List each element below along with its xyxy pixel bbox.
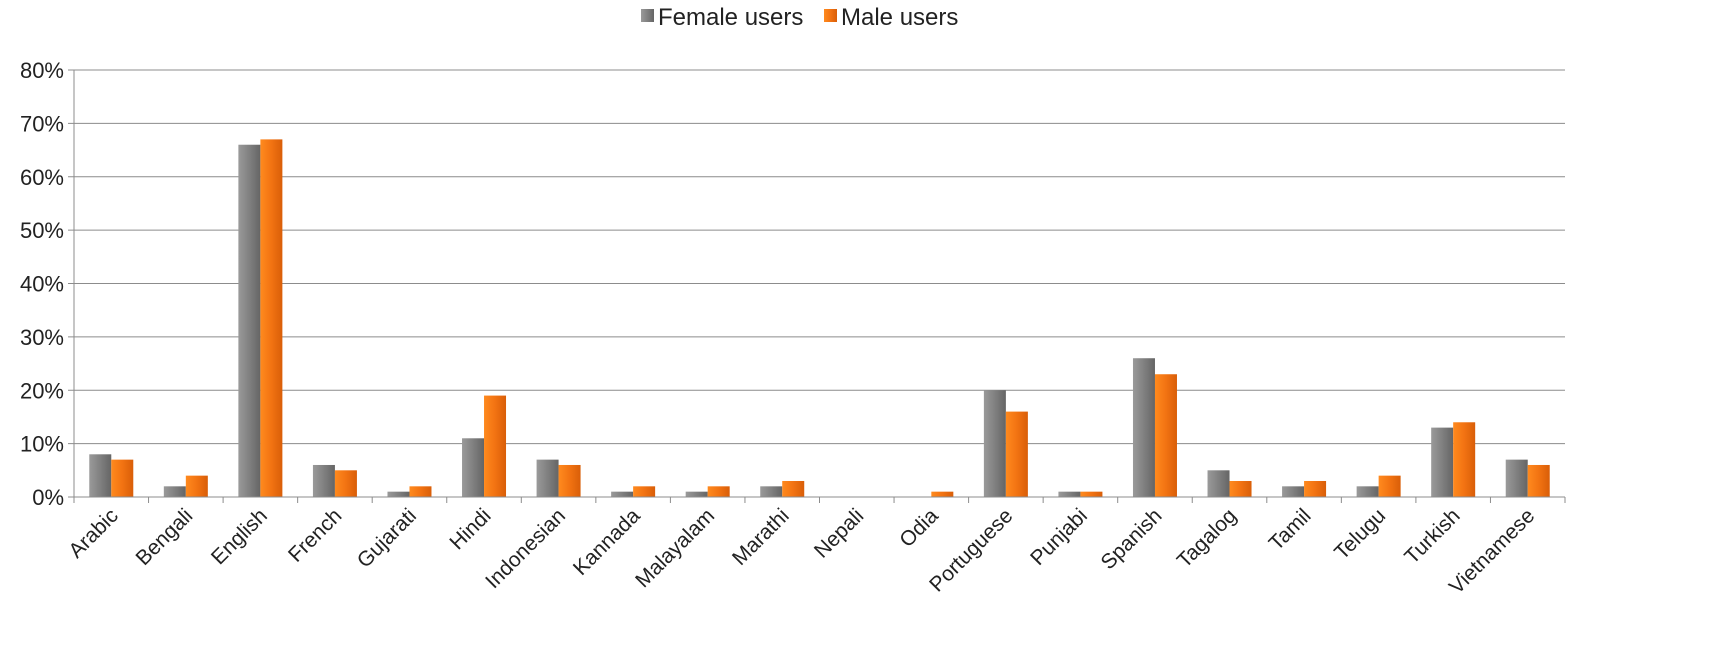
- x-tick-label: Tamil: [1265, 504, 1316, 555]
- y-tick-label: 10%: [20, 432, 64, 457]
- bar-male-arabic: [111, 459, 134, 497]
- x-tick-label: Bengali: [132, 504, 198, 570]
- bars: [89, 139, 1550, 497]
- bar-male-bengali: [185, 475, 208, 497]
- x-tick-label: Kannada: [569, 504, 645, 580]
- bar-female-telugu: [1356, 486, 1379, 497]
- gridlines: [74, 69, 1565, 445]
- x-tick-label: Tagalog: [1173, 504, 1241, 572]
- bar-male-punjabi: [1080, 491, 1103, 497]
- bar-male-vietnamese: [1527, 464, 1550, 497]
- bar-female-english: [238, 144, 261, 497]
- x-tick-label: Odia: [895, 504, 943, 552]
- x-tick-label: Telugu: [1330, 504, 1390, 564]
- legend-swatch-male: [824, 9, 837, 22]
- bar-female-bengali: [163, 486, 186, 497]
- bar-female-kannada: [611, 491, 634, 497]
- legend: Female users Male users: [641, 4, 958, 31]
- bar-male-malayalam: [707, 486, 730, 497]
- bar-male-turkish: [1453, 422, 1476, 497]
- y-tick-label: 20%: [20, 378, 64, 403]
- x-tick-label: Turkish: [1400, 504, 1464, 568]
- bar-male-tamil: [1304, 480, 1327, 497]
- x-axis-ticks: Arabic Bengali English French Gujarati HindiI…: [64, 497, 1566, 599]
- bar-female-french: [312, 464, 335, 497]
- bar-male-hindi: [484, 395, 507, 497]
- bar-female-marathi: [760, 486, 783, 497]
- x-tick-label: Marathi: [728, 504, 794, 570]
- y-tick-label: 60%: [20, 165, 64, 190]
- bar-male-kannada: [633, 486, 656, 497]
- bar-male-indonesian: [558, 464, 581, 497]
- x-tick-label: Hindi: [445, 504, 495, 554]
- bar-female-gujarati: [387, 491, 410, 497]
- bar-male-gujarati: [409, 486, 432, 497]
- bar-female-spanish: [1132, 358, 1155, 497]
- bar-female-vietnamese: [1505, 459, 1528, 497]
- bar-female-arabic: [89, 454, 112, 497]
- bar-male-portuguese: [1005, 411, 1028, 497]
- y-tick-label: 80%: [20, 58, 64, 83]
- bar-male-french: [334, 470, 357, 497]
- y-axis-ticks: 0% 10% 20% 30% 40% 50% 60% 70% 80%: [20, 58, 74, 510]
- y-tick-label: 50%: [20, 218, 64, 243]
- y-tick-label: 0%: [32, 485, 64, 510]
- x-tick-label: Nepali: [810, 504, 868, 562]
- bar-female-turkish: [1431, 427, 1454, 497]
- bar-male-telugu: [1378, 475, 1401, 497]
- x-tick-label: Punjabi: [1026, 504, 1092, 570]
- x-tick-label: Malayalam: [631, 504, 719, 592]
- legend-label-male: Male users: [841, 4, 958, 31]
- bar-male-marathi: [782, 480, 805, 497]
- bar-female-hindi: [462, 438, 485, 497]
- x-tick-label: English: [207, 504, 272, 569]
- legend-swatch-female: [641, 9, 654, 22]
- bar-female-indonesian: [536, 459, 559, 497]
- y-tick-label: 40%: [20, 272, 64, 297]
- bar-male-odia: [931, 491, 954, 497]
- y-tick-label: 70%: [20, 111, 64, 136]
- bar-male-spanish: [1154, 374, 1177, 497]
- x-tick-label: Spanish: [1097, 504, 1167, 574]
- bar-female-portuguese: [983, 390, 1006, 497]
- y-tick-label: 30%: [20, 325, 64, 350]
- bar-male-tagalog: [1229, 480, 1252, 497]
- bar-female-punjabi: [1058, 491, 1081, 497]
- x-tick-label: Indonesian: [481, 504, 570, 593]
- legend-label-female: Female users: [658, 4, 803, 31]
- x-tick-label: French: [284, 504, 346, 566]
- x-tick-label: Arabic: [64, 504, 122, 562]
- bar-female-tamil: [1282, 486, 1305, 497]
- x-tick-label: Gujarati: [353, 504, 421, 572]
- bar-male-english: [260, 139, 283, 497]
- bar-female-tagalog: [1207, 470, 1230, 497]
- bar-female-malayalam: [685, 491, 708, 497]
